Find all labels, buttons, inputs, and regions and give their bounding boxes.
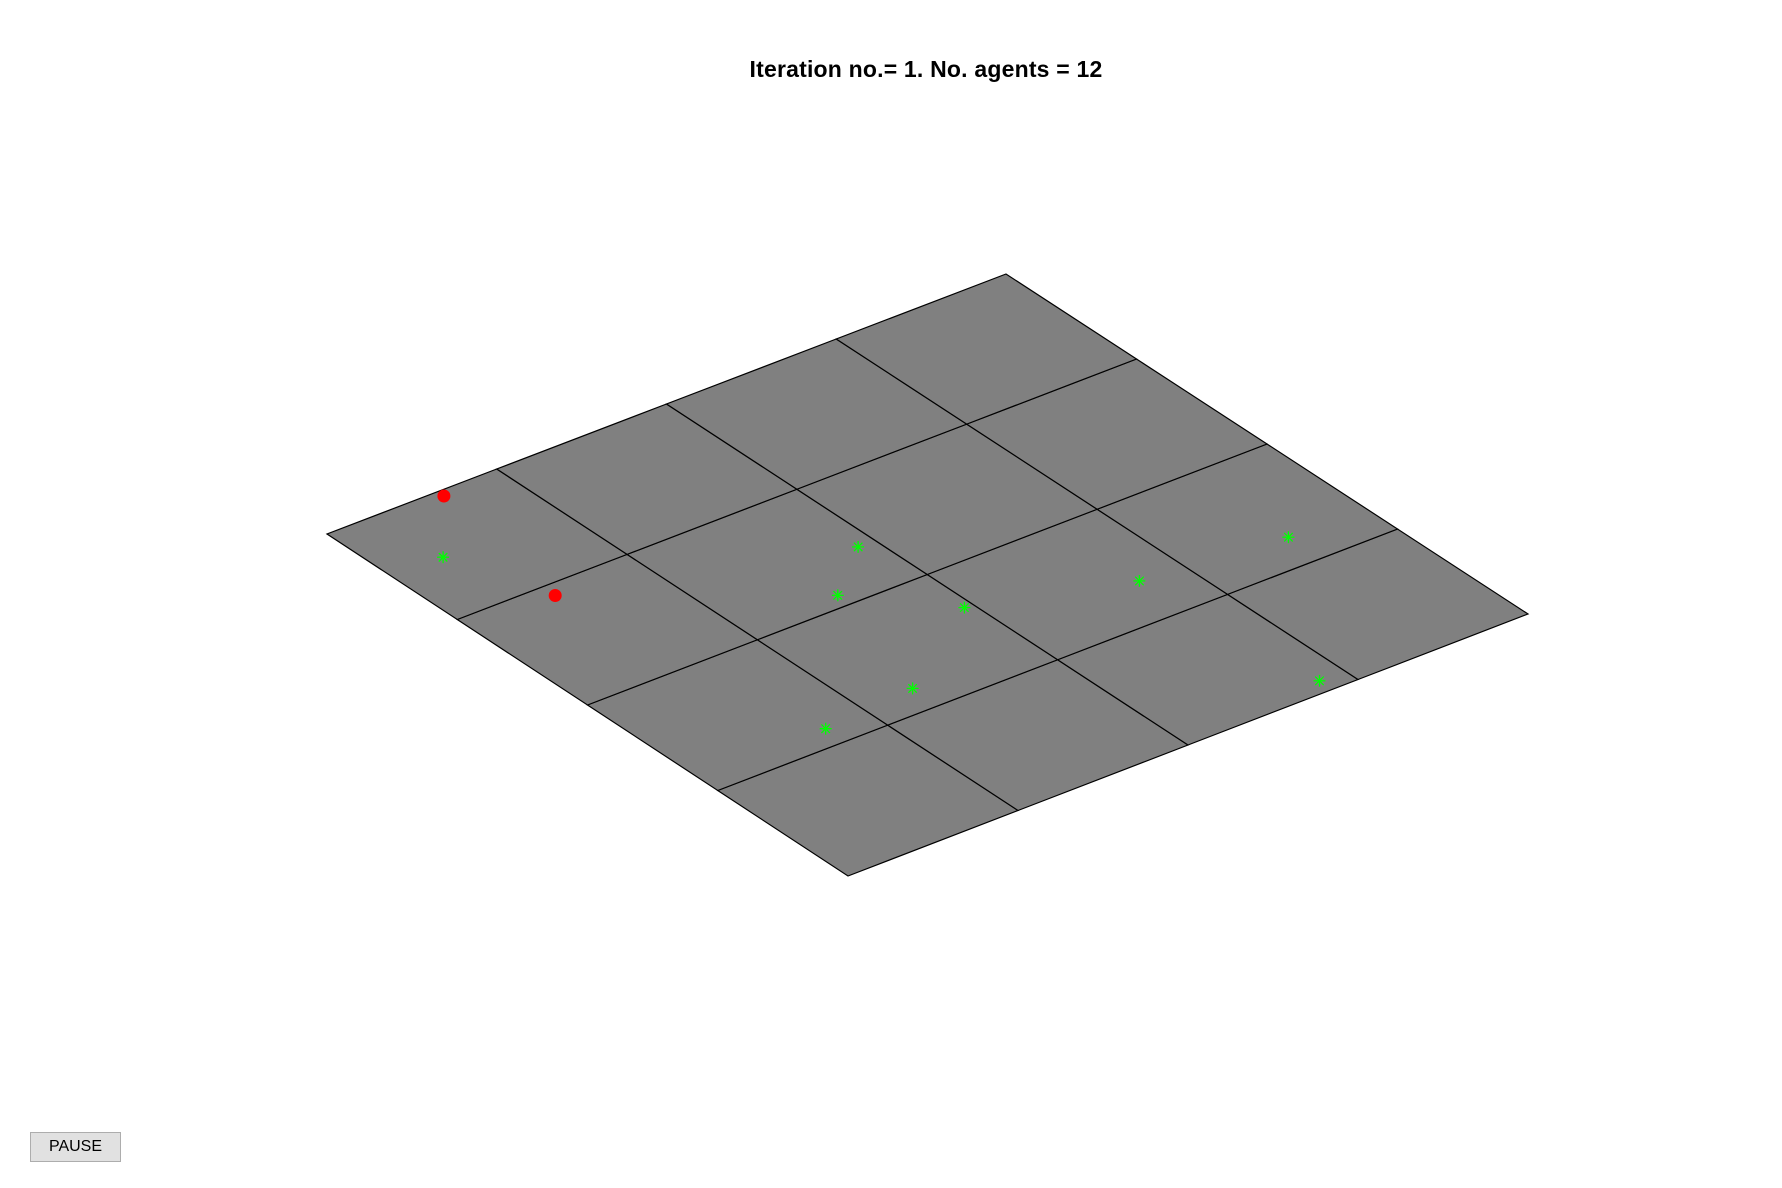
agent-star-marker	[1313, 674, 1326, 687]
agent-dot-marker	[548, 589, 562, 602]
agent-star-marker	[437, 551, 450, 564]
agent-star-marker	[819, 722, 832, 735]
agent-star-marker	[1133, 574, 1146, 587]
agent-dot-marker	[437, 489, 451, 503]
agents-layer	[437, 489, 1326, 735]
agent-star-marker	[906, 682, 919, 695]
figure-title: Iteration no.= 1. No. agents = 12	[749, 56, 1103, 82]
agent-star-marker	[852, 540, 865, 553]
agent-star-marker	[958, 601, 971, 614]
grid-cell	[834, 273, 1138, 425]
grid-surface	[325, 273, 1530, 877]
agent-star-marker	[831, 589, 844, 602]
pause-button[interactable]: PAUSE	[30, 1132, 121, 1162]
agent-star-marker	[1282, 531, 1295, 544]
